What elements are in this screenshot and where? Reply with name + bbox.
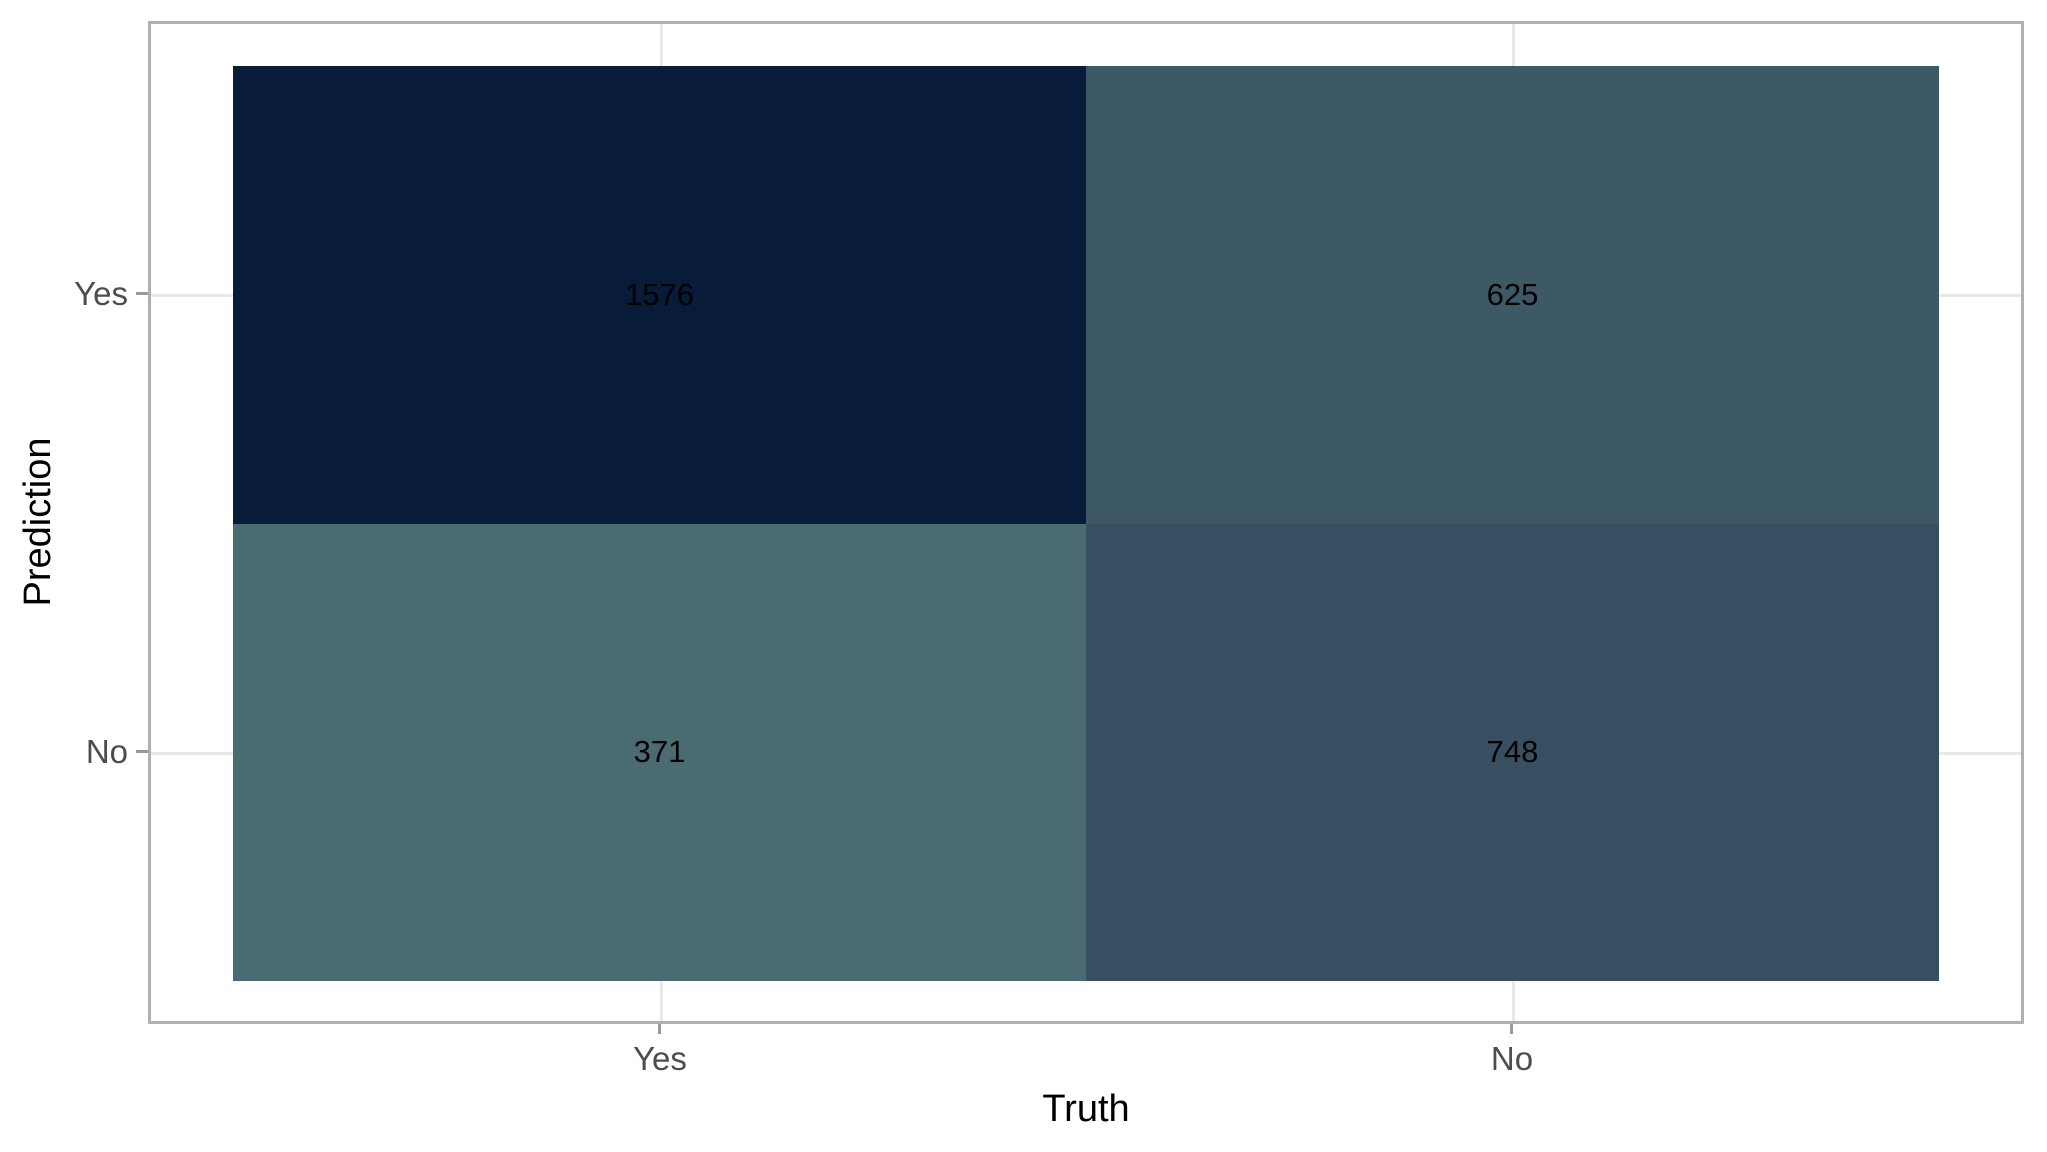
y-tick-label-yes: Yes [74, 275, 128, 312]
x-tick-label-no: No [1490, 1040, 1534, 1077]
heatmap-cell-pred-no-truth-no: 748 [1086, 523, 1939, 981]
cell-value-label: 625 [1486, 276, 1539, 312]
cell-value-label: 371 [633, 734, 686, 770]
y-axis-tick-no [136, 750, 148, 753]
y-axis-title: Prediction [17, 437, 59, 607]
y-tick-label-no: No [85, 733, 128, 770]
x-axis-tick-no [1510, 1024, 1513, 1034]
y-axis-tick-yes [136, 292, 148, 295]
plot-panel: 1576 625 371 748 [148, 21, 2024, 1024]
heatmap-cell-pred-no-truth-yes: 371 [233, 523, 1086, 981]
x-tick-label-yes: Yes [633, 1040, 687, 1077]
heatmap-grid: 1576 625 371 748 [233, 66, 1939, 981]
cell-value-label: 748 [1486, 734, 1539, 770]
x-axis-tick-yes [658, 1024, 661, 1034]
heatmap-cell-pred-yes-truth-no: 625 [1086, 66, 1939, 524]
heatmap-cell-pred-yes-truth-yes: 1576 [233, 66, 1086, 524]
cell-value-label: 1576 [625, 276, 694, 312]
x-axis-title: Truth [1042, 1088, 1130, 1130]
